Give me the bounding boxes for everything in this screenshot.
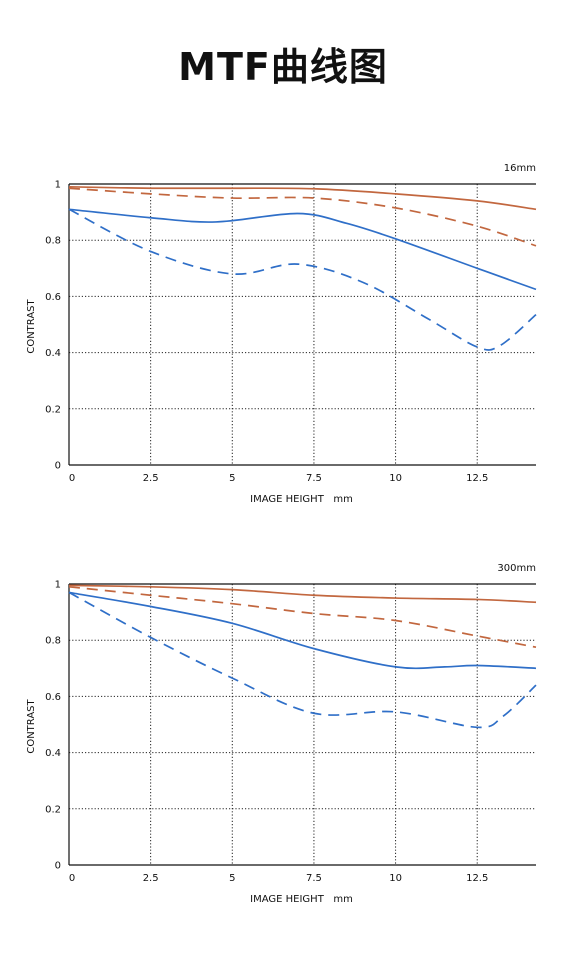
c0-ytick-label-3: 0.6 <box>45 292 61 303</box>
c1-ytick-label-4: 0.8 <box>45 636 61 647</box>
c0-xtick-label-4: 10 <box>389 473 402 484</box>
c1-ytick-label-0: 0 <box>55 861 61 872</box>
c0-xtick-label-0: 0 <box>69 473 75 484</box>
c0-ytick-label-0: 0 <box>55 461 61 472</box>
c1-xtick-label-5: 12.5 <box>466 873 488 884</box>
c1-focal-length-label: 300mm <box>497 563 536 574</box>
c0-series-2-line <box>68 208 537 291</box>
c0-ytick-label-1: 0.2 <box>45 404 61 415</box>
c1-series-2-line <box>68 591 537 670</box>
c1-xtick-label-3: 7.5 <box>306 873 322 884</box>
c1-xtick-label-0: 0 <box>69 873 75 884</box>
page-title: MTF曲线图 <box>178 45 388 89</box>
c1-ytick-label-3: 0.6 <box>45 692 61 703</box>
c0-xtick-label-1: 2.5 <box>143 473 159 484</box>
c0-ytick-label-5: 1 <box>55 180 61 191</box>
c1-ytick-label-2: 0.4 <box>45 748 61 759</box>
c0-xtick-label-3: 7.5 <box>306 473 322 484</box>
c1-series-1-line <box>68 585 537 649</box>
c1-series-3-line <box>68 591 537 729</box>
c1-y-axis-label: CONTRAST <box>26 698 37 753</box>
c0-series-0-line <box>68 185 537 211</box>
c1-xtick-label-2: 5 <box>229 873 235 884</box>
c0-ytick-label-2: 0.4 <box>45 348 61 359</box>
c0-series-1-line <box>68 187 537 247</box>
c1-ytick-label-5: 1 <box>55 580 61 591</box>
c0-ytick-label-4: 0.8 <box>45 236 61 247</box>
c0-xtick-label-5: 12.5 <box>466 473 488 484</box>
c1-x-axis-label: IMAGE HEIGHT mm <box>250 894 353 905</box>
c0-focal-length-label: 16mm <box>504 163 536 174</box>
c0-series-3-line <box>68 208 537 351</box>
c1-ytick-label-1: 0.2 <box>45 804 61 815</box>
c0-y-axis-label: CONTRAST <box>26 298 37 353</box>
c0-xtick-label-2: 5 <box>229 473 235 484</box>
c0-x-axis-label: IMAGE HEIGHT mm <box>250 494 353 505</box>
c1-series-0-line <box>68 584 537 604</box>
c1-xtick-label-4: 10 <box>389 873 402 884</box>
c1-xtick-label-1: 2.5 <box>143 873 159 884</box>
